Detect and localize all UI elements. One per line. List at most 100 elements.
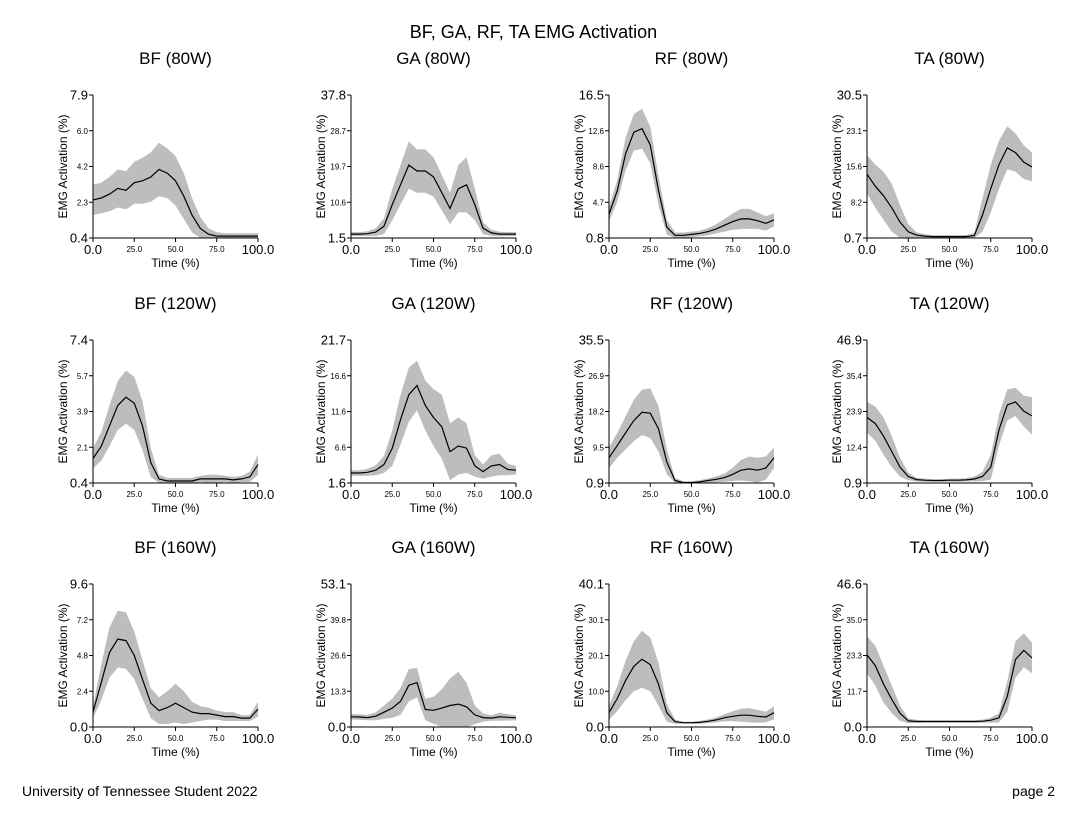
mean-line	[608, 127, 775, 236]
y-tick-label: 15.6	[846, 163, 862, 172]
x-tick-label: 50.0	[426, 245, 442, 254]
x-tick-label: 75.0	[467, 734, 483, 743]
x-tick-label: 0.0	[858, 242, 876, 257]
x-axis-label: Time (%)	[151, 745, 199, 759]
x-tick-label: 75.0	[983, 490, 999, 499]
y-axis-label: EMG Activation (%)	[314, 359, 328, 463]
x-tick-label: 25.0	[642, 490, 658, 499]
panel-title: BF (80W)	[139, 49, 212, 68]
x-tick-label: 0.0	[600, 731, 618, 746]
panel-title: BF (120W)	[134, 294, 216, 313]
panel-6: 0.0 25.0 50.0 75.0 100.0 1.6 6.6 11.6 16.6 21.7 GA…	[314, 294, 532, 515]
x-tick-label: 100.0	[1016, 487, 1049, 502]
panel-11: 0.0 25.0 50.0 75.0 100.0 0.0 10.0 20.1 30.1 40.1 R…	[572, 538, 790, 759]
sd-band	[351, 667, 516, 727]
y-tick-label: 21.7	[321, 333, 346, 348]
x-tick-label: 25.0	[900, 490, 916, 499]
y-tick-label: 9.6	[70, 577, 88, 592]
x-tick-label: 25.0	[642, 734, 658, 743]
panel-title: RF (160W)	[650, 538, 733, 557]
x-tick-label: 75.0	[467, 490, 483, 499]
x-axis-label: Time (%)	[667, 501, 715, 515]
y-tick-label: 13.3	[330, 687, 346, 696]
y-tick-label: 4.8	[77, 652, 89, 661]
panel-title: BF (160W)	[134, 538, 216, 557]
panel-10: 0.0 25.0 50.0 75.0 100.0 0.0 13.3 26.6 39.8 53.1 G…	[314, 538, 532, 759]
y-tick-label: 3.9	[77, 408, 89, 417]
x-tick-label: 25.0	[126, 245, 142, 254]
panel-title: GA (80W)	[396, 49, 471, 68]
y-tick-label: 19.7	[330, 163, 346, 172]
y-tick-label: 6.0	[77, 127, 89, 136]
x-tick-label: 100.0	[1016, 731, 1049, 746]
y-tick-label: 20.1	[588, 652, 604, 661]
y-axis-label: EMG Activation (%)	[572, 603, 586, 707]
x-tick-label: 50.0	[942, 734, 958, 743]
y-tick-label: 0.7	[844, 231, 862, 246]
mean-line	[92, 638, 259, 719]
x-tick-label: 0.0	[600, 487, 618, 502]
footer-author: University of Tennessee Student 2022	[22, 783, 258, 799]
y-tick-label: 0.0	[844, 720, 862, 735]
sd-band	[93, 370, 258, 483]
x-tick-label: 100.0	[242, 731, 275, 746]
y-tick-label: 0.9	[844, 476, 862, 491]
panel-title: RF (120W)	[650, 294, 733, 313]
panel-title: TA (80W)	[914, 49, 985, 68]
y-tick-label: 23.3	[846, 652, 862, 661]
panel-8: 0.0 25.0 50.0 75.0 100.0 0.9 12.4 23.9 35.4 46.9 T…	[830, 294, 1048, 515]
x-tick-label: 50.0	[684, 245, 700, 254]
x-axis-label: Time (%)	[409, 501, 457, 515]
y-tick-label: 26.9	[588, 372, 604, 381]
panel-3: 0.0 25.0 50.0 75.0 100.0 0.8 4.7 8.6 12.6 16.5 RF …	[572, 49, 790, 270]
x-tick-label: 25.0	[384, 734, 400, 743]
y-axis-label: EMG Activation (%)	[830, 114, 844, 218]
y-tick-label: 1.5	[328, 231, 346, 246]
x-tick-label: 50.0	[942, 245, 958, 254]
y-tick-label: 37.8	[321, 88, 346, 103]
sd-band	[867, 126, 1032, 238]
y-axis-label: EMG Activation (%)	[830, 359, 844, 463]
y-tick-label: 23.9	[846, 408, 862, 417]
panel-4: 0.0 25.0 50.0 75.0 100.0 0.7 8.2 15.6 23.1 30.5 TA…	[830, 49, 1048, 270]
y-tick-label: 7.2	[77, 616, 89, 625]
y-tick-label: 10.0	[588, 687, 604, 696]
x-tick-label: 25.0	[126, 734, 142, 743]
y-tick-label: 53.1	[321, 577, 346, 592]
y-tick-label: 30.1	[588, 616, 604, 625]
y-axis-label: EMG Activation (%)	[572, 114, 586, 218]
x-tick-label: 25.0	[384, 490, 400, 499]
y-tick-label: 0.4	[70, 231, 88, 246]
panel-7: 0.0 25.0 50.0 75.0 100.0 0.9 9.5 18.2 26.9 35.5 RF…	[572, 294, 790, 515]
mean-line	[351, 384, 517, 474]
y-tick-label: 8.6	[593, 163, 605, 172]
y-tick-label: 5.7	[77, 372, 89, 381]
x-tick-label: 100.0	[1016, 242, 1049, 257]
y-tick-label: 35.5	[579, 333, 604, 348]
x-tick-label: 50.0	[942, 490, 958, 499]
panel-5: 0.0 25.0 50.0 75.0 100.0 0.4 2.1 3.9 5.7 7.4 BF (1…	[56, 294, 274, 515]
y-tick-label: 11.7	[847, 687, 863, 696]
y-tick-label: 16.6	[330, 372, 346, 381]
y-tick-label: 28.7	[330, 127, 346, 136]
panel-title: GA (120W)	[391, 294, 475, 313]
x-axis-label: Time (%)	[409, 745, 457, 759]
sd-band	[93, 142, 258, 238]
x-tick-label: 25.0	[642, 245, 658, 254]
panel-2: 0.0 25.0 50.0 75.0 100.0 1.5 10.6 19.7 28.7 37.8 G…	[314, 49, 532, 270]
x-axis-label: Time (%)	[925, 745, 973, 759]
x-tick-label: 75.0	[983, 734, 999, 743]
sd-band	[351, 141, 516, 237]
y-tick-label: 40.1	[579, 577, 604, 592]
x-tick-label: 0.0	[84, 731, 102, 746]
y-tick-label: 0.0	[70, 720, 88, 735]
x-tick-label: 25.0	[384, 245, 400, 254]
y-tick-label: 12.4	[846, 443, 862, 452]
x-tick-label: 0.0	[858, 487, 876, 502]
x-tick-label: 75.0	[725, 734, 741, 743]
x-tick-label: 75.0	[983, 245, 999, 254]
y-tick-label: 4.7	[593, 198, 605, 207]
y-axis-label: EMG Activation (%)	[572, 359, 586, 463]
y-tick-label: 46.9	[837, 333, 862, 348]
x-axis-label: Time (%)	[925, 501, 973, 515]
